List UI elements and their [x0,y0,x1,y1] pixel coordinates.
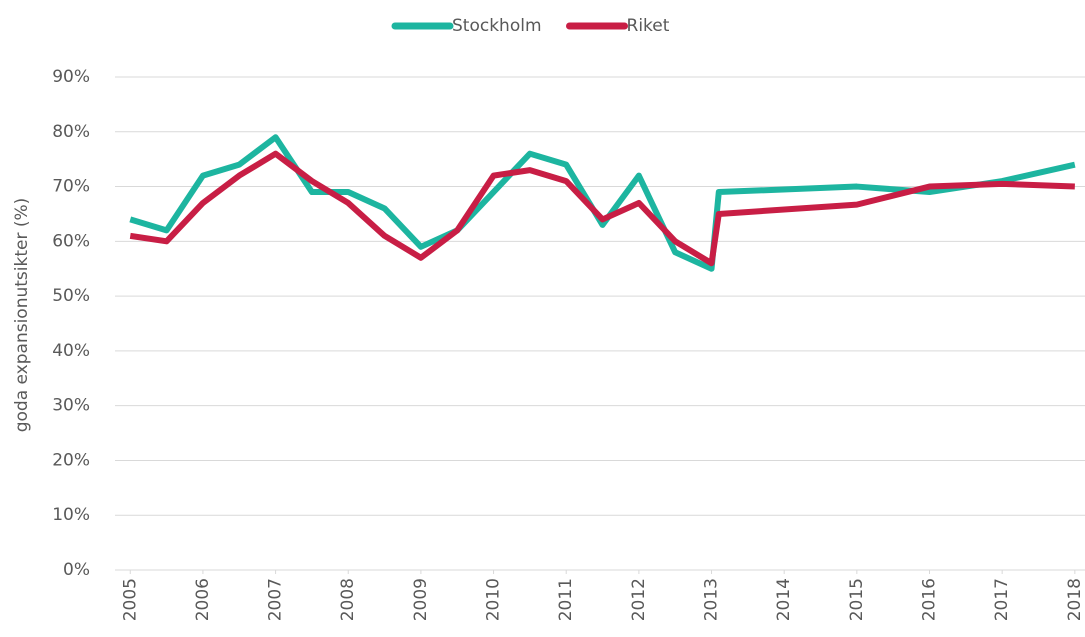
x-tick-label: 2015 [847,578,867,621]
x-tick-label: 2014 [774,578,794,621]
y-tick-label: 10% [52,505,90,525]
y-tick-label: 40% [52,341,90,361]
legend-label: Stockholm [452,16,542,36]
y-tick-label: 50% [52,286,90,306]
x-tick-label: 2018 [1065,578,1085,621]
x-tick-label: 2011 [556,578,576,621]
line-series [129,150,1075,267]
x-tick-label: 2017 [992,578,1012,621]
x-tick-label: 2009 [411,578,431,621]
x-tick-label: 2005 [120,578,140,621]
y-tick-label: 30% [52,396,90,416]
y-tick-label: 60% [52,231,90,251]
y-axis-label: goda expansionutsikter (%) [12,198,32,433]
x-tick-label: 2008 [338,578,358,621]
y-tick-label: 0% [63,560,90,580]
x-tick-label: 2010 [484,578,504,621]
x-tick-label: 2007 [266,578,286,621]
y-tick-label: 80% [52,122,90,142]
x-tick-label: 2006 [193,578,213,621]
x-tick-label: 2012 [629,578,649,621]
legend-label: Riket [627,16,670,36]
y-tick-label: 70% [52,177,90,197]
x-tick-label: 2013 [702,578,722,621]
y-tick-label: 90% [52,67,90,87]
y-tick-label: 20% [52,450,90,470]
x-tick-label: 2016 [920,578,940,621]
